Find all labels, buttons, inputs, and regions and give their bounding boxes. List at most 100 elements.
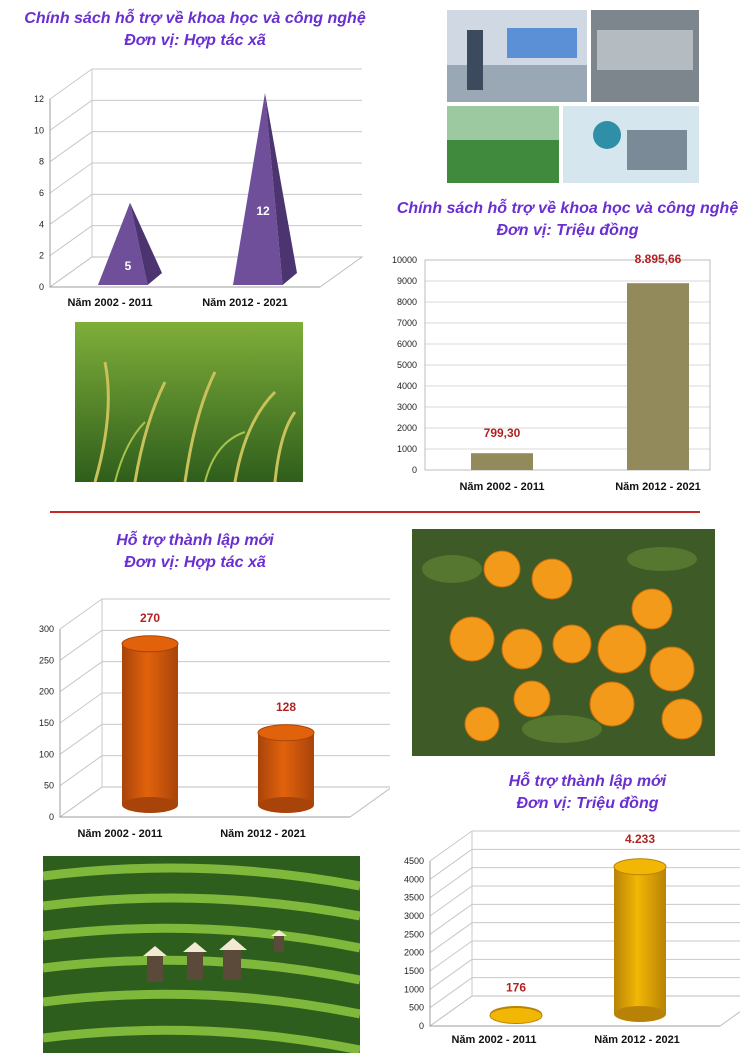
- tea-hill-photo: [43, 856, 360, 1053]
- grid-diag: [59, 692, 103, 724]
- grid-diag: [429, 848, 473, 880]
- grid-diag: [429, 867, 473, 899]
- chart3-cylinders: 0 50 100 150 200 250 300 270 Năm 2002 - 2011 128 N…: [39, 598, 390, 840]
- grid-diag: [429, 903, 473, 935]
- x-category-label: Năm 2012 - 2021: [202, 297, 288, 309]
- grid-diag: [59, 723, 103, 755]
- grid-diag: [429, 977, 473, 1009]
- value-label: 12: [256, 204, 270, 218]
- grid-diag: [429, 958, 473, 990]
- y-tick-label: 8: [39, 157, 44, 167]
- chart3-title-line2: Đơn vị: Hợp tác xã: [124, 554, 266, 571]
- y-tick-label: 500: [409, 1003, 424, 1013]
- section-divider: [50, 511, 700, 513]
- x-category-label: Năm 2002 - 2011: [77, 828, 162, 840]
- chart2-title-line2: Đơn vị: Triệu đồng: [496, 222, 639, 239]
- y-tick-label: 3500: [404, 893, 424, 903]
- rice-field-photo: [75, 322, 303, 482]
- y-tick-label: 2: [39, 251, 44, 261]
- grid-diag: [49, 225, 93, 257]
- y-tick-label: 300: [39, 624, 54, 634]
- y-tick-label: 4000: [404, 874, 424, 884]
- value-label: 4.233: [625, 832, 655, 846]
- y-tick-label: 10: [34, 125, 44, 135]
- cylinder-body: [614, 866, 666, 1014]
- y-tick-label: 3000: [404, 911, 424, 921]
- y-tick-label: 2000: [404, 948, 424, 958]
- y-tick-label: 3000: [397, 402, 417, 412]
- cylinder-top: [121, 635, 179, 653]
- chart1-title: Chính sách hỗ trợ về khoa học và công ng…: [0, 8, 390, 52]
- pyramid-front: [98, 202, 148, 285]
- y-tick-label: 150: [39, 718, 54, 728]
- value-label: 176: [506, 981, 526, 995]
- x-category-label: Năm 2002 - 2011: [67, 297, 152, 309]
- grid-diag: [59, 598, 103, 630]
- y-tick-label: 9000: [397, 276, 417, 286]
- grid-diag: [49, 99, 93, 131]
- y-tick-label: 2000: [397, 423, 417, 433]
- chart2-bars: 0 1000 2000 3000 4000 5000 6000 7000 8000 9000 100…: [392, 252, 711, 493]
- grid-diag: [59, 755, 103, 787]
- y-tick-label: 1000: [404, 984, 424, 994]
- cylinder-body: [258, 732, 314, 805]
- x-category-label: Năm 2012 - 2021: [220, 828, 306, 840]
- x-category-label: Năm 2002 - 2011: [451, 1034, 536, 1046]
- value-label: 8.895,66: [635, 252, 682, 266]
- pyramid-side: [130, 202, 162, 285]
- bar: [627, 283, 689, 470]
- y-tick-label: 6: [39, 188, 44, 198]
- y-tick-label: 2500: [404, 929, 424, 939]
- y-tick-label: 50: [44, 781, 54, 791]
- y-tick-label: 200: [39, 687, 54, 697]
- y-tick-label: 1500: [404, 966, 424, 976]
- cylinder-top: [257, 724, 315, 742]
- grid-diag: [429, 940, 473, 972]
- cylinder-top: [613, 858, 667, 876]
- y-tick-label: 10000: [392, 255, 417, 265]
- floor-outline: [428, 995, 740, 1027]
- pyramid-side: [265, 93, 297, 285]
- floor-outline: [58, 786, 390, 818]
- value-label: 128: [276, 700, 296, 714]
- cylinder-top: [489, 1007, 543, 1025]
- lab-robotics-photo: [447, 10, 699, 183]
- chart4-title-line1: Hỗ trợ thành lập mới: [508, 773, 667, 790]
- cylinder-base: [122, 797, 178, 813]
- y-tick-label: 1000: [397, 444, 417, 454]
- pyramid-front: [233, 93, 283, 285]
- y-tick-label: 0: [49, 812, 54, 822]
- chart3-title-line1: Hỗ trợ thành lập mới: [116, 532, 274, 549]
- y-tick-label: 8000: [397, 297, 417, 307]
- grid-diag: [49, 162, 93, 194]
- y-tick-label: 0: [419, 1021, 424, 1031]
- chart1-title-line2: Đơn vị: Hợp tác xã: [124, 32, 266, 49]
- y-tick-label: 4500: [404, 856, 424, 866]
- y-tick-label: 4000: [397, 381, 417, 391]
- floor-outline: [48, 256, 364, 288]
- orange-tree-photo: [412, 529, 715, 756]
- value-label: 5: [125, 259, 132, 273]
- chart2-title-line1: Chính sách hỗ trợ về khoa học và công ng…: [396, 200, 739, 217]
- y-tick-label: 5000: [397, 360, 417, 370]
- value-label: 270: [140, 611, 160, 625]
- x-category-label: Năm 2002 - 2011: [459, 481, 544, 493]
- plot-border: [424, 259, 711, 471]
- value-label: 799,30: [484, 426, 521, 440]
- grid-diag: [49, 131, 93, 163]
- grid-diag: [59, 661, 103, 693]
- cylinder-base: [258, 797, 314, 813]
- grid-diag: [49, 193, 93, 225]
- chart1-title-line1: Chính sách hỗ trợ về khoa học và công ng…: [24, 10, 366, 27]
- chart2-title: Chính sách hỗ trợ về khoa học và công ng…: [385, 198, 750, 242]
- chart4-title: Hỗ trợ thành lập mới Đơn vị: Triệu đồng: [445, 771, 730, 815]
- cylinder-body: [122, 643, 178, 805]
- grid-diag: [429, 885, 473, 917]
- y-tick-label: 12: [34, 94, 44, 104]
- y-tick-label: 4: [39, 219, 44, 229]
- x-category-label: Năm 2012 - 2021: [594, 1034, 680, 1046]
- y-tick-label: 7000: [397, 318, 417, 328]
- y-tick-label: 100: [39, 749, 54, 759]
- chart4-cylinders: 0 500 1000 1500 2000 2500 3000 3500 4000 4500 176 N…: [404, 830, 740, 1046]
- chart1-pyramid: 0 2 4 6 8 10 12 5 Năm 2002 - 2011 12 Năm 2012 - 20…: [34, 68, 364, 309]
